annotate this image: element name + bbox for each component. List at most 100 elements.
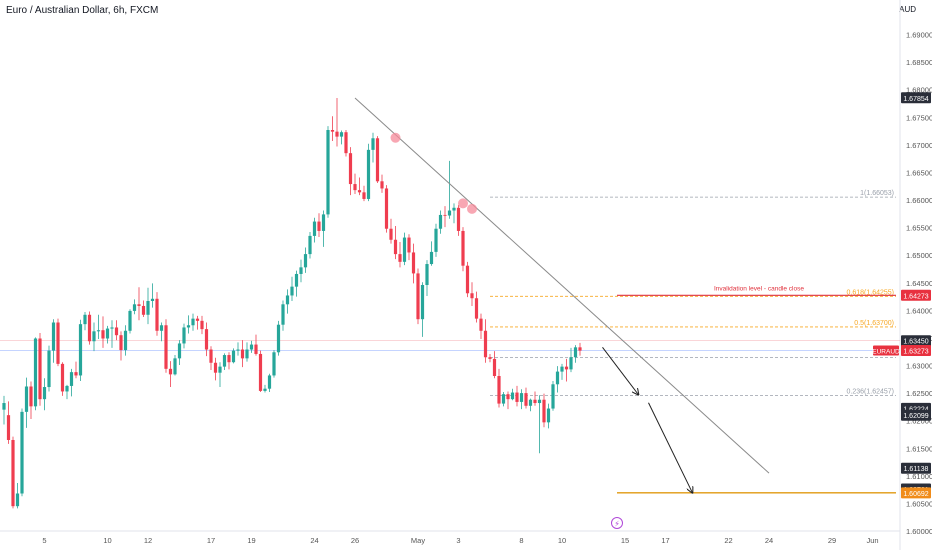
candle-body <box>123 330 128 351</box>
candle-body <box>168 368 173 375</box>
candle-body <box>231 350 236 363</box>
candle-body <box>519 393 524 402</box>
candle-body <box>150 298 155 301</box>
candle-body <box>366 149 371 199</box>
y-tick-label: 1.68000 <box>906 86 932 95</box>
x-tick-label: 3 <box>456 536 460 545</box>
candle-body <box>524 393 528 406</box>
price-tag-bg <box>901 409 931 421</box>
candle-body <box>542 399 546 423</box>
candle-body <box>38 338 42 400</box>
candle-body <box>312 221 317 236</box>
candle-body <box>339 132 344 137</box>
candle-body <box>209 349 213 363</box>
price-tag-bg <box>901 344 931 356</box>
candle-body <box>218 366 222 373</box>
price-tag-bg <box>901 289 931 301</box>
candle-body <box>416 273 420 320</box>
candle-body <box>258 353 263 391</box>
candle-body <box>78 324 83 376</box>
x-tick-label: 17 <box>207 536 215 545</box>
price-tag-bg <box>901 462 931 474</box>
candle-body <box>362 192 366 199</box>
candle-body <box>56 322 60 364</box>
y-tick-label: 1.61500 <box>906 444 932 453</box>
price-tag-bg <box>901 487 931 499</box>
y-tick-label: 1.63000 <box>906 362 932 371</box>
fib-level-label: 0.236(1.62457) <box>847 388 894 395</box>
candle-body <box>407 237 411 253</box>
candle-body <box>191 318 195 326</box>
candle-body <box>393 239 398 255</box>
price-tag: 1.62099 <box>903 413 928 420</box>
candle-body <box>420 284 425 320</box>
candle-body <box>506 394 510 400</box>
chart-title: Euro / Australian Dollar, 6h, FXCM <box>6 5 159 16</box>
candle-body <box>411 252 416 274</box>
x-tick-label: 15 <box>621 536 629 545</box>
x-tick-label: Jun <box>866 536 878 545</box>
candle-body <box>263 388 267 391</box>
candle-body <box>11 439 15 507</box>
candle-body <box>272 352 276 376</box>
candle-body <box>533 399 537 404</box>
candle-body <box>348 153 353 185</box>
y-tick-label: 1.67500 <box>906 113 932 122</box>
candle-body <box>6 415 11 440</box>
candle-body <box>74 372 78 376</box>
candle-body <box>438 214 443 229</box>
candle-body <box>132 304 137 311</box>
candle-body <box>24 386 29 412</box>
candle-body <box>528 399 533 406</box>
candle-body <box>60 363 65 392</box>
trendline-touch-marker <box>458 198 468 209</box>
candle-body <box>447 210 452 216</box>
x-tick-label: 29 <box>828 536 836 545</box>
candle-body <box>92 331 96 342</box>
candle-body <box>290 286 294 296</box>
candle-body <box>573 347 578 358</box>
candle-body <box>402 237 407 262</box>
candle-body <box>344 132 348 154</box>
price-tag: 1.61138 <box>904 466 929 473</box>
price-tag-bg <box>901 335 931 347</box>
candle-body <box>236 349 240 351</box>
price-tag: 1.60692 <box>903 491 928 498</box>
price-tag-bg <box>901 92 931 104</box>
candle-body <box>128 310 132 331</box>
lightning-icon-glyph: ⚡ <box>614 520 620 529</box>
candle-body <box>443 214 447 216</box>
candle-body <box>137 304 141 306</box>
candle-body <box>564 366 569 370</box>
price-tag: 1.63450 <box>903 339 928 346</box>
price-tag: 1.63273 <box>903 348 928 355</box>
candle-body <box>474 298 479 319</box>
candle-body <box>65 385 69 392</box>
candle-body <box>47 350 51 388</box>
y-tick-label: 1.69000 <box>906 31 932 40</box>
candle-body <box>456 207 461 231</box>
candle-body <box>155 298 159 331</box>
candle-body <box>182 327 186 344</box>
candle-body <box>146 300 150 315</box>
candle-body <box>479 318 483 331</box>
invalidation-label: Invalidation level - candle close <box>714 285 804 292</box>
currency-label: AUD <box>899 5 916 14</box>
candle-body <box>515 392 519 402</box>
candle-body <box>294 273 299 287</box>
y-tick-label: 1.64000 <box>906 306 932 315</box>
fib-level-label: 0.5(1.63700) <box>854 320 894 327</box>
candle-body <box>330 130 335 132</box>
candle-body <box>101 330 105 339</box>
candle-body <box>186 325 191 328</box>
candle-body <box>87 314 92 342</box>
trendline-touch-marker <box>467 203 477 214</box>
candle-body <box>335 131 339 137</box>
fib-level-label: 1(1.66053) <box>860 190 894 197</box>
x-tick-label: 24 <box>765 536 773 545</box>
fib-level-label: 0.618(1.64255) <box>847 289 894 296</box>
y-tick-label: 1.62500 <box>906 389 932 398</box>
x-tick-label: 5 <box>42 536 46 545</box>
candle-body <box>105 328 110 339</box>
